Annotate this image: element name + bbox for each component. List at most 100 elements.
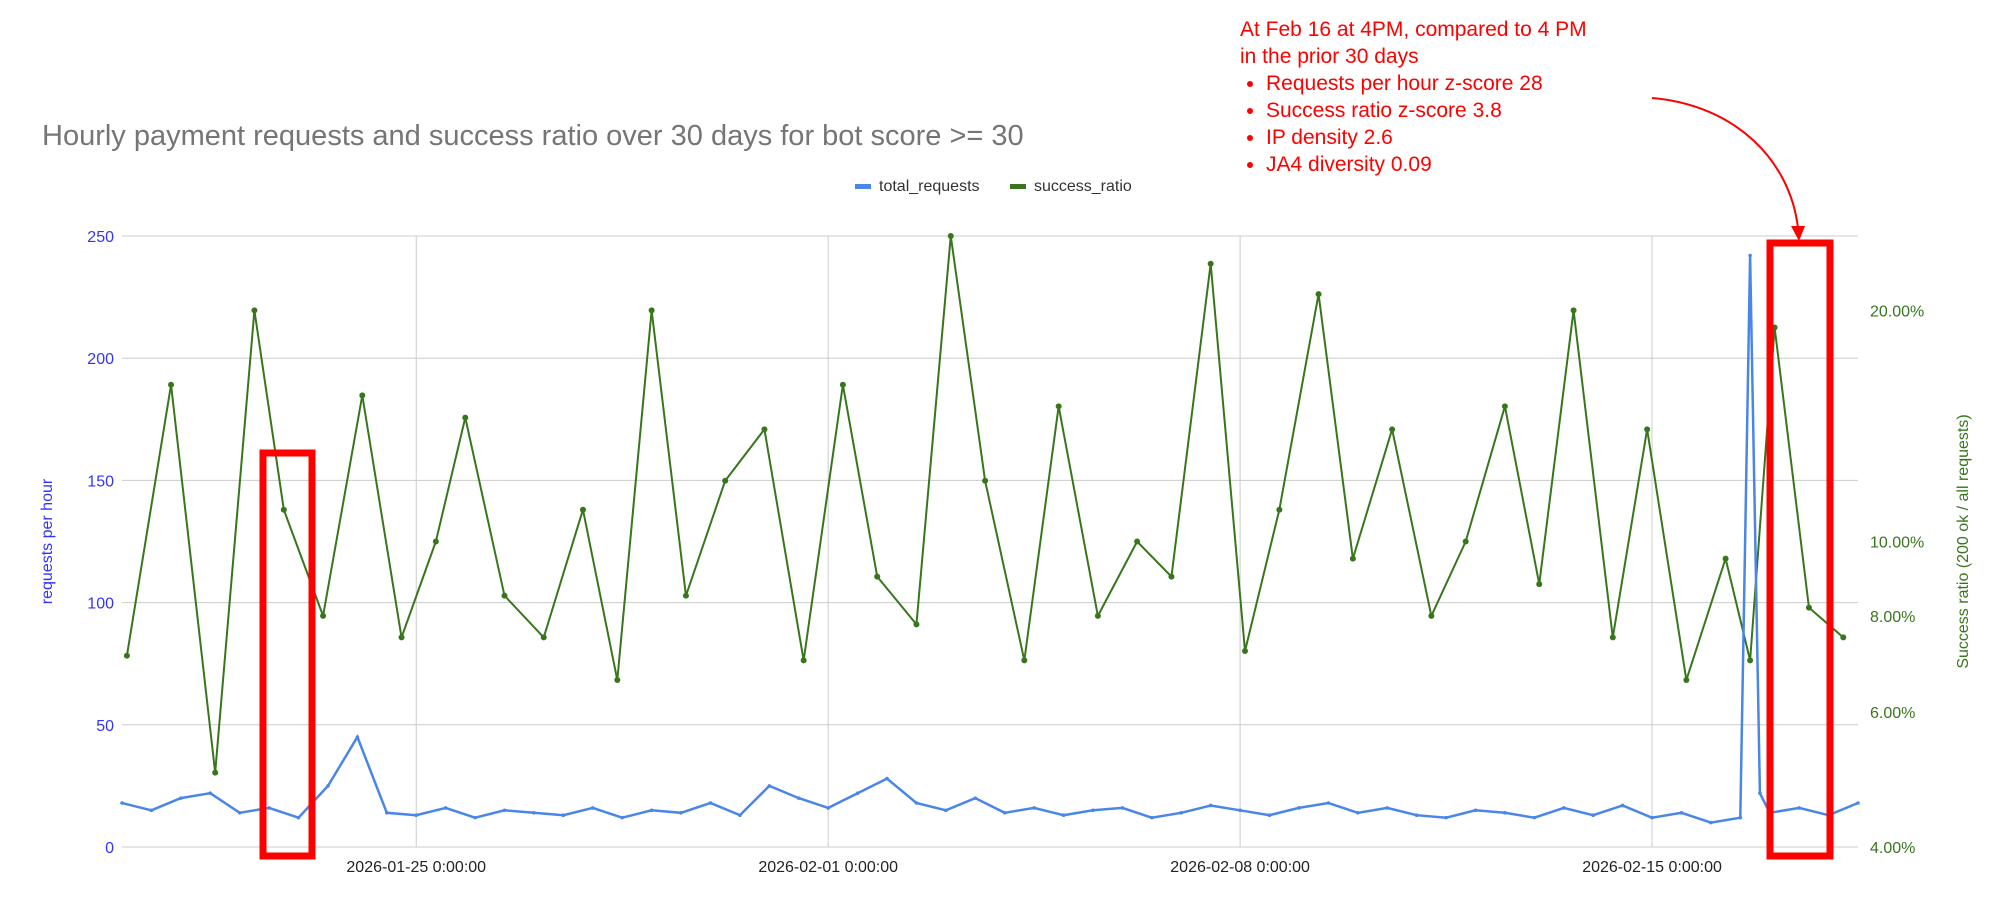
success-ratio-segment: [685, 480, 727, 597]
annotation-bullet: JA4 diversity 0.09: [1266, 151, 1587, 178]
total-requests-point: [149, 808, 154, 813]
success-ratio-segment: [1538, 310, 1575, 585]
success-ratio-segment: [434, 417, 467, 542]
success-ratio-point: [1462, 538, 1469, 545]
total-requests-point: [1591, 813, 1595, 818]
total-requests-point: [1355, 810, 1360, 815]
total-requests-point: [708, 801, 713, 805]
success-ratio-segment: [616, 310, 653, 681]
success-ratio-segment: [915, 235, 952, 625]
total-requests-point: [1620, 803, 1625, 808]
total-requests-point: [649, 808, 654, 813]
success-ratio-point: [800, 657, 807, 664]
left-tick-label: 0: [105, 840, 114, 857]
success-ratio-point: [947, 233, 954, 239]
success-ratio-point: [123, 652, 130, 659]
total-requests-point: [1679, 810, 1684, 815]
right-tick-label: 10.00%: [1870, 535, 1924, 552]
highlight-box-spike: [1766, 239, 1834, 860]
success-ratio-point: [1055, 403, 1062, 410]
success-ratio-segment: [1057, 406, 1099, 617]
success-ratio-segment: [763, 429, 805, 661]
total-requests-point: [1748, 253, 1752, 258]
annotation-bullet: Success ratio z-score 3.8: [1266, 97, 1587, 124]
annotation-arrow: [1651, 97, 1799, 229]
success-ratio-segment: [542, 509, 584, 638]
success-ratio-segment: [400, 541, 437, 638]
success-ratio-segment: [1611, 429, 1649, 638]
success-ratio-segment: [1244, 509, 1281, 652]
total-requests-point: [796, 796, 801, 800]
success-ratio-point: [280, 506, 287, 513]
success-ratio-segment: [1724, 558, 1752, 661]
success-ratio-point: [1021, 657, 1028, 664]
success-ratio-point: [1389, 426, 1396, 433]
total-requests-point: [385, 810, 389, 815]
total-requests-point: [1002, 810, 1007, 815]
total-requests-point: [532, 810, 536, 815]
total-requests-point: [1179, 810, 1184, 815]
right-tick-label: 20.00%: [1870, 303, 1924, 320]
right-tick-label: 6.00%: [1870, 705, 1915, 722]
total-requests-point: [1150, 815, 1154, 820]
left-tick-label: 150: [87, 473, 114, 490]
total-requests-point: [267, 806, 271, 810]
x-tick-label: 2026-02-15 0:00:00: [1582, 859, 1722, 876]
left-axis-label: requests per hour: [39, 478, 56, 604]
total-requests-point: [502, 808, 507, 813]
total-requests-point: [1561, 806, 1566, 810]
success-ratio-point: [1276, 506, 1283, 513]
x-tick-label: 2026-02-01 0:00:00: [758, 859, 898, 876]
success-ratio-segment: [724, 428, 766, 482]
success-ratio-point: [1094, 612, 1101, 619]
success-ratio-segment: [802, 384, 844, 661]
right-axis-label: Success ratio (200 ok / all requests): [1955, 414, 1972, 668]
success-ratio-point: [168, 381, 175, 388]
success-ratio-point: [1168, 573, 1175, 580]
total-requests-point: [1238, 808, 1242, 813]
success-ratio-segment: [650, 310, 687, 596]
total-requests-point: [1297, 806, 1301, 810]
success-ratio-point: [1609, 634, 1616, 641]
total-requests-point: [414, 813, 419, 818]
total-requests-point: [738, 813, 742, 818]
total-requests-point: [1208, 803, 1213, 808]
total-requests-point: [1503, 810, 1507, 815]
success-ratio-segment: [1572, 310, 1614, 638]
success-ratio-segment: [503, 595, 545, 639]
success-ratio-point: [1644, 426, 1651, 433]
success-ratio-segment: [170, 384, 217, 773]
annotation-bullet: IP density 2.6: [1266, 124, 1587, 151]
total-requests-point: [1856, 801, 1860, 805]
legend-label-requests: total_requests: [879, 178, 980, 195]
success-ratio-point: [1722, 555, 1729, 562]
success-ratio-point: [722, 477, 729, 484]
total-requests-point: [855, 791, 860, 796]
total-requests-point: [914, 801, 919, 805]
total-requests-point: [620, 815, 625, 820]
left-tick-label: 50: [96, 718, 114, 735]
total-requests-point: [1738, 815, 1743, 820]
success-ratio-point: [1349, 555, 1356, 562]
annotation-arrowhead: [1791, 226, 1805, 241]
success-ratio-segment: [1685, 558, 1727, 681]
legend-item-requests[interactable]: total_requests: [855, 178, 980, 196]
legend-item-success[interactable]: success_ratio: [1009, 178, 1132, 196]
success-ratio-point: [540, 634, 547, 641]
success-ratio-point: [1501, 403, 1508, 410]
success-ratio-point: [839, 381, 846, 388]
total-requests-point: [1758, 791, 1762, 796]
success-ratio-point: [761, 426, 768, 433]
success-ratio-point: [913, 621, 920, 628]
total-requests-point: [443, 806, 448, 810]
success-ratio-segment: [1317, 294, 1354, 559]
annotation-box: At Feb 16 at 4PM, compared to 4 PM in th…: [1240, 16, 1587, 178]
success-ratio-segment: [1351, 429, 1394, 559]
total-requests-point: [296, 815, 301, 820]
success-ratio-segment: [1209, 263, 1247, 652]
total-requests-point: [885, 776, 889, 781]
success-ratio-segment: [1464, 406, 1506, 542]
success-ratio-segment: [1503, 406, 1541, 585]
success-ratio-point: [614, 677, 621, 684]
